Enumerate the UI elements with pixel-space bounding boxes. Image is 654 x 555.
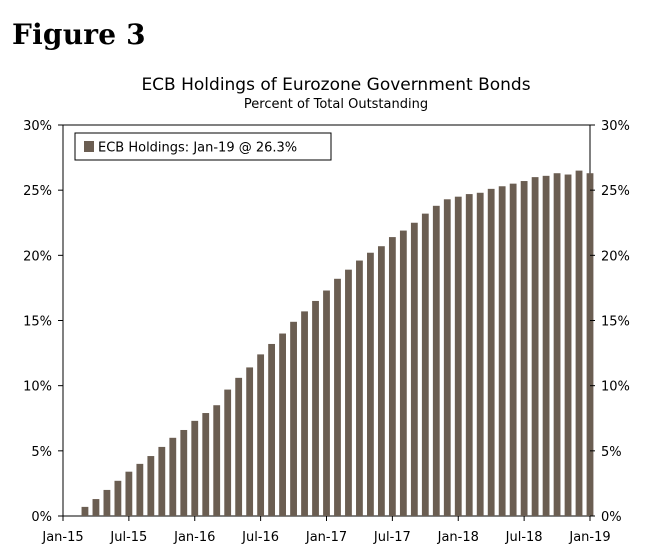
bar [487, 188, 495, 517]
bar-group [81, 170, 594, 517]
bar [191, 420, 199, 516]
bar [356, 260, 363, 516]
y-tick-label: 10% [601, 380, 630, 395]
bar [465, 194, 473, 516]
legend-label: ECB Holdings: Jan-19 @ 26.3% [98, 141, 297, 156]
bar [498, 186, 506, 516]
bar [367, 252, 374, 517]
bar [158, 446, 166, 516]
x-tick-label: Jan-19 [568, 530, 610, 545]
legend-box [74, 132, 332, 161]
bar [542, 175, 550, 516]
x-tick-label: Jul-18 [505, 530, 543, 545]
figure-label: Figure 3 [12, 18, 146, 51]
x-tick-label: Jul-17 [373, 530, 411, 545]
bar [136, 463, 144, 516]
bar [103, 489, 111, 516]
y-tick-label: 25% [601, 184, 630, 199]
bar [235, 377, 243, 516]
chart-subtitle: Percent of Total Outstanding [244, 97, 428, 112]
bar [345, 269, 352, 516]
bar [92, 499, 100, 516]
bar [147, 456, 155, 516]
bar [290, 321, 297, 516]
bar [531, 177, 539, 516]
bar [575, 170, 583, 516]
x-tick-label: Jan-15 [41, 530, 83, 545]
y-tick-label: 0% [31, 510, 52, 525]
y-tick-label: 15% [601, 315, 630, 330]
bar [180, 429, 188, 516]
y-tick-label: 5% [31, 445, 52, 460]
x-axis: Jan-15 Jul-15 Jan-16 Jul-16 Jan-17 Jul-17 Jan-… [41, 516, 611, 545]
x-tick-label: Jan-17 [305, 530, 347, 545]
bar [312, 300, 319, 516]
bar [443, 199, 451, 517]
bar [114, 480, 122, 516]
bar [454, 196, 462, 516]
y-tick-label: 25% [23, 184, 52, 199]
bar [257, 354, 265, 516]
bar [268, 343, 276, 516]
y-tick-label: 20% [601, 249, 630, 264]
x-tick-label: Jul-16 [241, 530, 279, 545]
bar [399, 230, 407, 516]
y-tick-label: 15% [23, 315, 52, 330]
y-tick-label: 30% [601, 119, 630, 134]
y-tick-label: 30% [23, 119, 52, 134]
bar [509, 183, 517, 516]
bar [421, 213, 429, 516]
y-tick-label: 5% [601, 445, 622, 460]
bar [246, 367, 254, 516]
chart-title: ECB Holdings of Eurozone Government Bond… [141, 75, 530, 95]
x-tick-label: Jan-16 [173, 530, 215, 545]
y-tick-label: 0% [601, 510, 622, 525]
legend: ECB Holdings: Jan-19 @ 26.3% [74, 132, 332, 161]
bar [323, 290, 330, 516]
bar [520, 181, 528, 517]
bar [410, 222, 418, 516]
y-axis-left: 0% 5% 10% 15% 20% 25% 30% [23, 119, 63, 525]
y-tick-label: 10% [23, 380, 52, 395]
y-axis-right: 0% 5% 10% 15% 20% 25% 30% [590, 119, 630, 525]
bar [279, 333, 286, 516]
legend-swatch [84, 141, 94, 152]
bar [334, 278, 341, 516]
y-tick-label: 20% [23, 249, 52, 264]
bar [125, 471, 133, 516]
bar [169, 437, 177, 516]
bar [553, 173, 561, 516]
bar [432, 205, 440, 516]
bar [564, 174, 572, 516]
bar [388, 237, 396, 516]
bar [224, 389, 232, 516]
bar [476, 192, 484, 516]
bar [81, 506, 89, 516]
bar [377, 246, 385, 516]
bar [202, 413, 210, 516]
x-tick-label: Jul-15 [109, 530, 147, 545]
bar [301, 311, 308, 516]
x-tick-label: Jan-18 [437, 530, 479, 545]
bar [213, 405, 221, 516]
bar [586, 173, 594, 516]
